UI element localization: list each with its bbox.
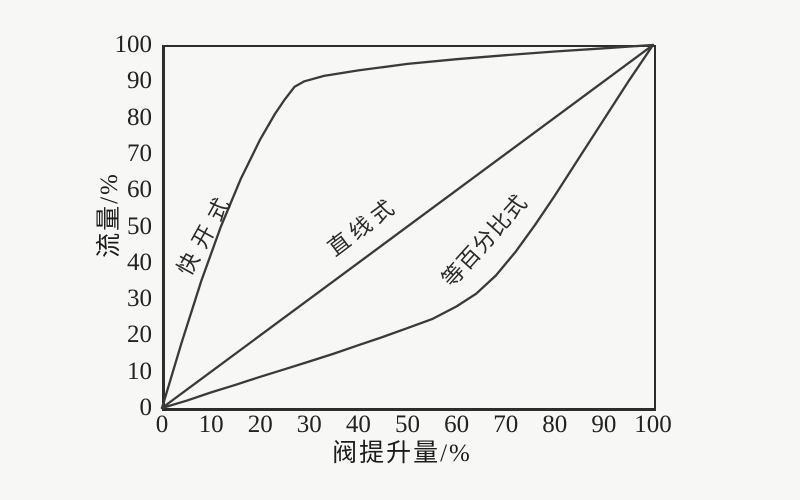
x-tick-label-20: 20 [247, 411, 273, 438]
y-tick-label-50: 50 [127, 212, 152, 240]
y-tick-label-60: 60 [127, 176, 152, 204]
y-tick-label-90: 90 [127, 67, 152, 95]
x-axis-title: 阀提升量/% [332, 440, 472, 467]
y-tick-label-20: 20 [127, 321, 152, 349]
y-tick-label-70: 70 [127, 139, 152, 167]
curve-quick-opening [160, 43, 655, 410]
x-tick-label-80: 80 [542, 411, 568, 438]
curve-equal-percentage [160, 43, 655, 410]
y-tick-label-30: 30 [127, 285, 152, 313]
y-tick-label-10: 10 [127, 357, 152, 385]
x-tick-label-90: 90 [591, 411, 617, 438]
plot-area [162, 45, 656, 411]
x-tick-label-50: 50 [395, 411, 420, 438]
curve-linear [160, 43, 655, 410]
y-tick-label-0: 0 [139, 394, 153, 421]
y-axis-title: 流量/% [96, 172, 123, 258]
y-tick-label-80: 80 [127, 103, 152, 131]
y-tick-label-100: 100 [114, 31, 153, 58]
x-tick-label-0: 0 [155, 411, 169, 438]
y-tick-label-40: 40 [127, 248, 152, 276]
x-tick-label-30: 30 [296, 411, 322, 438]
x-tick-label-40: 40 [345, 411, 371, 438]
x-tick-label-70: 70 [493, 411, 519, 438]
x-tick-label-100: 100 [634, 411, 672, 438]
x-tick-label-10: 10 [198, 411, 224, 438]
x-tick-label-60: 60 [444, 411, 470, 438]
